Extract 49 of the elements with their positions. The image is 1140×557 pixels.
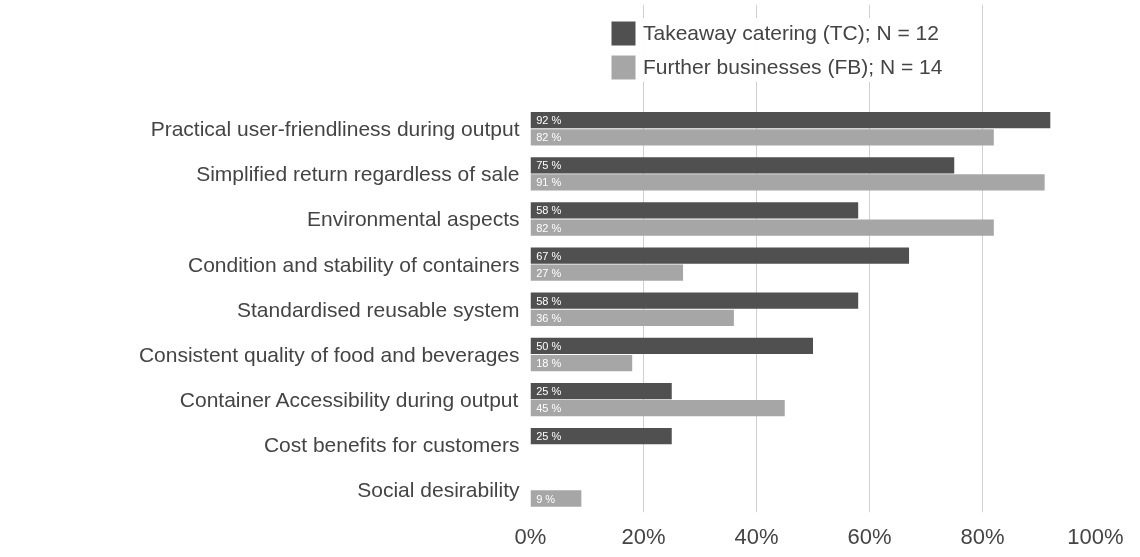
- data-label: 75 %: [536, 159, 562, 172]
- bar: [530, 309, 734, 327]
- data-label: 25 %: [536, 385, 562, 398]
- y-tick-label: Container Accessibility during output: [179, 388, 519, 412]
- y-tick-label: Cost benefits for customers: [263, 433, 520, 457]
- y-tick-label: Simplified return regardless of sale: [196, 162, 520, 186]
- y-tick-label: Environmental aspects: [307, 207, 520, 231]
- bar: [530, 400, 785, 417]
- bar: [530, 428, 672, 445]
- data-label: 67 %: [536, 249, 562, 262]
- x-tick-label: 80%: [960, 523, 1005, 549]
- data-label: 82 %: [536, 221, 562, 234]
- legend-label: Further businesses (FB); N = 14: [643, 55, 943, 79]
- data-label: 82 %: [536, 131, 562, 144]
- x-tick-label: 60%: [847, 523, 892, 549]
- data-label: 45 %: [536, 402, 562, 415]
- data-label: 18 %: [536, 357, 562, 370]
- data-label: 91 %: [536, 176, 562, 189]
- bar: [530, 157, 955, 174]
- bar: [530, 354, 633, 372]
- y-tick-label: Standardised reusable system: [237, 297, 520, 321]
- data-label: 92 %: [536, 114, 562, 127]
- data-label: 58 %: [536, 294, 562, 307]
- bar: [530, 174, 1045, 191]
- x-tick-label: 0%: [514, 523, 547, 549]
- x-tick-label: 20%: [621, 523, 666, 549]
- x-tick-label: 40%: [734, 523, 779, 549]
- bar: [530, 129, 994, 146]
- y-tick-label: Practical user-friendliness during output: [150, 117, 520, 141]
- bar: [530, 247, 910, 264]
- bar: [530, 382, 672, 400]
- y-tick-label: Consistent quality of food and beverages: [138, 342, 520, 366]
- data-label: 50 %: [536, 339, 562, 352]
- data-label: 36 %: [536, 311, 562, 324]
- x-tick-label: 100%: [1067, 523, 1124, 549]
- legend-label: Takeaway catering (TC); N = 12: [643, 21, 939, 45]
- data-label: 27 %: [536, 266, 562, 279]
- data-label: 25 %: [536, 430, 562, 443]
- bar: [530, 202, 859, 219]
- bar: [530, 219, 994, 236]
- bar: [530, 490, 582, 507]
- data-label: 58 %: [536, 204, 562, 217]
- y-tick-label: Social desirability: [357, 478, 520, 502]
- data-label: 9 %: [536, 492, 556, 505]
- bar: [530, 337, 813, 354]
- bar: [530, 264, 684, 281]
- bar: [530, 292, 859, 309]
- bar: [530, 111, 1051, 129]
- y-tick-label: Condition and stability of containers: [187, 252, 520, 276]
